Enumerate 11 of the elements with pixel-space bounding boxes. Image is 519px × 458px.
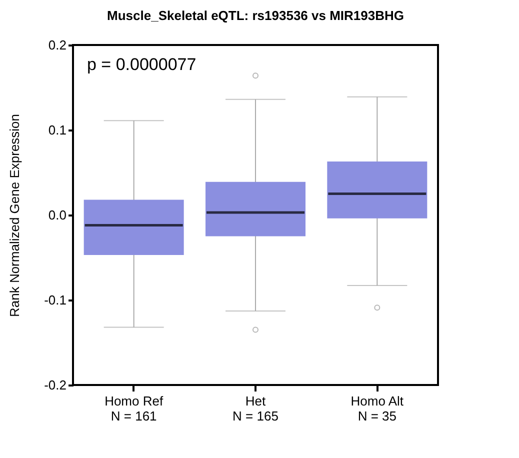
y-tick-label: -0.1 [44,292,66,308]
x-tick-label: Homo Ref N = 161 [104,394,164,424]
y-axis-title: Rank Normalized Gene Expression [7,114,22,318]
y-tick-label: 0.0 [48,208,66,222]
x-tick-label: Het N = 165 [232,394,278,424]
y-tick-label: 0.2 [48,38,66,52]
y-tick-label: 0.1 [48,122,66,138]
y-tick-label: -0.2 [44,378,66,392]
chart-title: Muscle_Skeletal eQTL: rs193536 vs MIR193BHG [107,8,404,23]
annotation: p = 0.0000077 [87,55,196,74]
x-tick-label: Homo Alt N = 35 [350,394,404,424]
